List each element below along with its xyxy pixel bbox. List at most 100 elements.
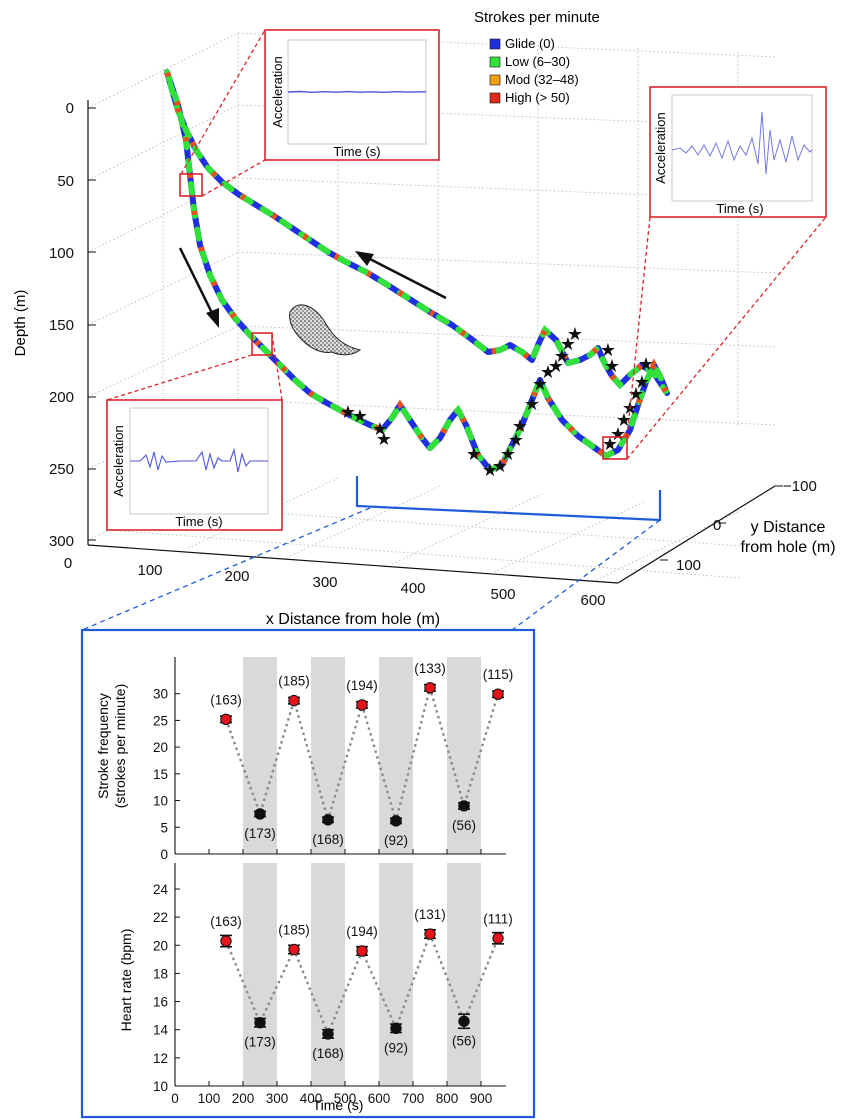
legend-label-low: Low (6–30) bbox=[505, 54, 570, 69]
seal-icon bbox=[289, 304, 362, 356]
y-tick-label: 10 bbox=[153, 1079, 168, 1094]
y-tick-label: 14 bbox=[153, 1023, 169, 1038]
x-tick-label: 400 bbox=[300, 1091, 323, 1106]
highlight-box-descent-top bbox=[179, 173, 203, 197]
point-black bbox=[390, 1022, 402, 1035]
axes-3d bbox=[87, 100, 776, 584]
y-tick-100: 100 bbox=[676, 557, 701, 574]
legend-swatch-low bbox=[489, 56, 501, 68]
sample-size-label: (194) bbox=[346, 678, 378, 693]
svg-text:★: ★ bbox=[482, 460, 498, 480]
shaded-interval-2 bbox=[379, 863, 413, 1086]
y-tick-label: 20 bbox=[153, 740, 168, 755]
shaded-interval-3 bbox=[447, 863, 481, 1086]
zoom-bracket bbox=[81, 476, 662, 631]
y-tick-label: 12 bbox=[153, 1051, 168, 1066]
svg-text:★: ★ bbox=[610, 424, 626, 444]
svg-text:★: ★ bbox=[554, 346, 570, 366]
y-tick-label: 30 bbox=[153, 687, 168, 702]
sample-size-label: (92) bbox=[384, 833, 408, 848]
sample-size-label: (168) bbox=[312, 832, 344, 847]
highlight-box-descent-mid bbox=[251, 332, 273, 356]
sample-size-label: (168) bbox=[312, 1046, 344, 1061]
svg-text:★: ★ bbox=[492, 456, 508, 476]
svg-text:★: ★ bbox=[567, 324, 583, 344]
depth-tick-250: 250 bbox=[49, 461, 74, 478]
inset-connectors bbox=[106, 29, 827, 460]
y-axis-label-line2: from hole (m) bbox=[740, 539, 835, 556]
y-tick-0: 0 bbox=[713, 517, 721, 534]
svg-text:★: ★ bbox=[604, 356, 620, 376]
svg-text:★: ★ bbox=[548, 356, 564, 376]
point-black bbox=[458, 1015, 470, 1027]
x-tick-label: 500 bbox=[334, 1091, 357, 1106]
svg-text:★: ★ bbox=[616, 410, 632, 430]
point-red bbox=[492, 932, 504, 944]
point-red bbox=[356, 699, 368, 711]
svg-text:★: ★ bbox=[512, 416, 528, 436]
stroke-frequency-chart: 0 5 10 15 20 25 30 (163) (185) (194) (133) (115) (17… bbox=[153, 657, 513, 862]
depth-tick-0: 0 bbox=[66, 100, 74, 117]
shaded-interval-3 bbox=[447, 657, 481, 854]
x-tick-500: 500 bbox=[490, 586, 515, 603]
svg-text:★: ★ bbox=[600, 340, 616, 360]
stroke-ylabel-line2: (strokes per minute) bbox=[112, 684, 128, 808]
svg-text:★: ★ bbox=[376, 429, 392, 449]
y-tick-label: 22 bbox=[153, 910, 168, 925]
sample-size-label: (163) bbox=[210, 914, 242, 929]
depth-ticks: 0 50 100 150 200 250 300 bbox=[49, 100, 96, 550]
point-red bbox=[288, 943, 300, 956]
svg-text:★: ★ bbox=[508, 430, 524, 450]
shaded-interval-0 bbox=[243, 863, 277, 1086]
y-tick-label: 18 bbox=[153, 966, 168, 981]
inset-low-ylabel: Acceleration bbox=[111, 425, 126, 497]
sample-size-label: (56) bbox=[452, 818, 476, 833]
point-red bbox=[220, 935, 232, 947]
svg-text:★: ★ bbox=[602, 434, 618, 454]
y-tick-label: 24 bbox=[153, 882, 169, 897]
y-tick-label: 20 bbox=[153, 938, 168, 953]
svg-text:★: ★ bbox=[466, 444, 482, 464]
x-tick-200: 200 bbox=[224, 568, 249, 585]
x-tick-label: 900 bbox=[470, 1091, 493, 1106]
y-tick-label: 0 bbox=[160, 847, 168, 862]
dive-3d-plot: 0 50 100 150 200 250 300 Depth (m) 0 100… bbox=[12, 9, 836, 631]
y-tick-label: 16 bbox=[153, 995, 168, 1010]
depth-tick-50: 50 bbox=[57, 173, 74, 190]
legend-label-glide: Glide (0) bbox=[505, 36, 555, 51]
y-tick-label: 15 bbox=[153, 767, 168, 782]
inset-high: Acceleration Time (s) bbox=[649, 86, 827, 218]
depth-tick-150: 150 bbox=[49, 317, 74, 334]
legend: Strokes per minute Glide (0) Low (6–30) … bbox=[474, 9, 600, 105]
point-red bbox=[220, 713, 232, 726]
x-axis-label: x Distance from hole (m) bbox=[266, 611, 440, 628]
inset-low: Acceleration Time (s) bbox=[106, 399, 283, 531]
shaded-interval-1 bbox=[311, 863, 345, 1086]
y-tick-minus100: −100 bbox=[783, 478, 817, 495]
point-red bbox=[356, 945, 368, 957]
x-tick-label: 700 bbox=[402, 1091, 425, 1106]
sample-size-label: (115) bbox=[483, 667, 514, 682]
legend-swatch-mod bbox=[489, 74, 501, 86]
x-tick-label: 200 bbox=[232, 1091, 255, 1106]
point-red bbox=[288, 694, 300, 707]
sample-size-label: (173) bbox=[244, 1035, 276, 1050]
x-tick-label: 600 bbox=[368, 1091, 391, 1106]
sample-size-label: (92) bbox=[384, 1040, 408, 1055]
y-ticks: −100 0 100 bbox=[660, 478, 817, 574]
legend-label-high: High (> 50) bbox=[505, 90, 570, 105]
depth-axis-label: Depth (m) bbox=[12, 290, 29, 357]
dive-track-low bbox=[164, 69, 670, 474]
y-tick-label: 5 bbox=[160, 820, 168, 835]
svg-text:★: ★ bbox=[372, 419, 388, 439]
inset-glide-xlabel: Time (s) bbox=[333, 144, 380, 159]
point-black bbox=[322, 1028, 334, 1040]
depth-tick-100: 100 bbox=[49, 245, 74, 262]
svg-text:★: ★ bbox=[532, 374, 548, 394]
sample-size-label: (163) bbox=[210, 692, 242, 707]
x-ticks: 0 100 200 300 400 500 600 bbox=[64, 555, 606, 609]
stroke-ylabel-line1: Stroke frequency bbox=[95, 693, 111, 799]
sample-size-label: (56) bbox=[452, 1033, 476, 1048]
inset-low-xlabel: Time (s) bbox=[175, 514, 222, 529]
shaded-interval-0 bbox=[243, 657, 277, 854]
